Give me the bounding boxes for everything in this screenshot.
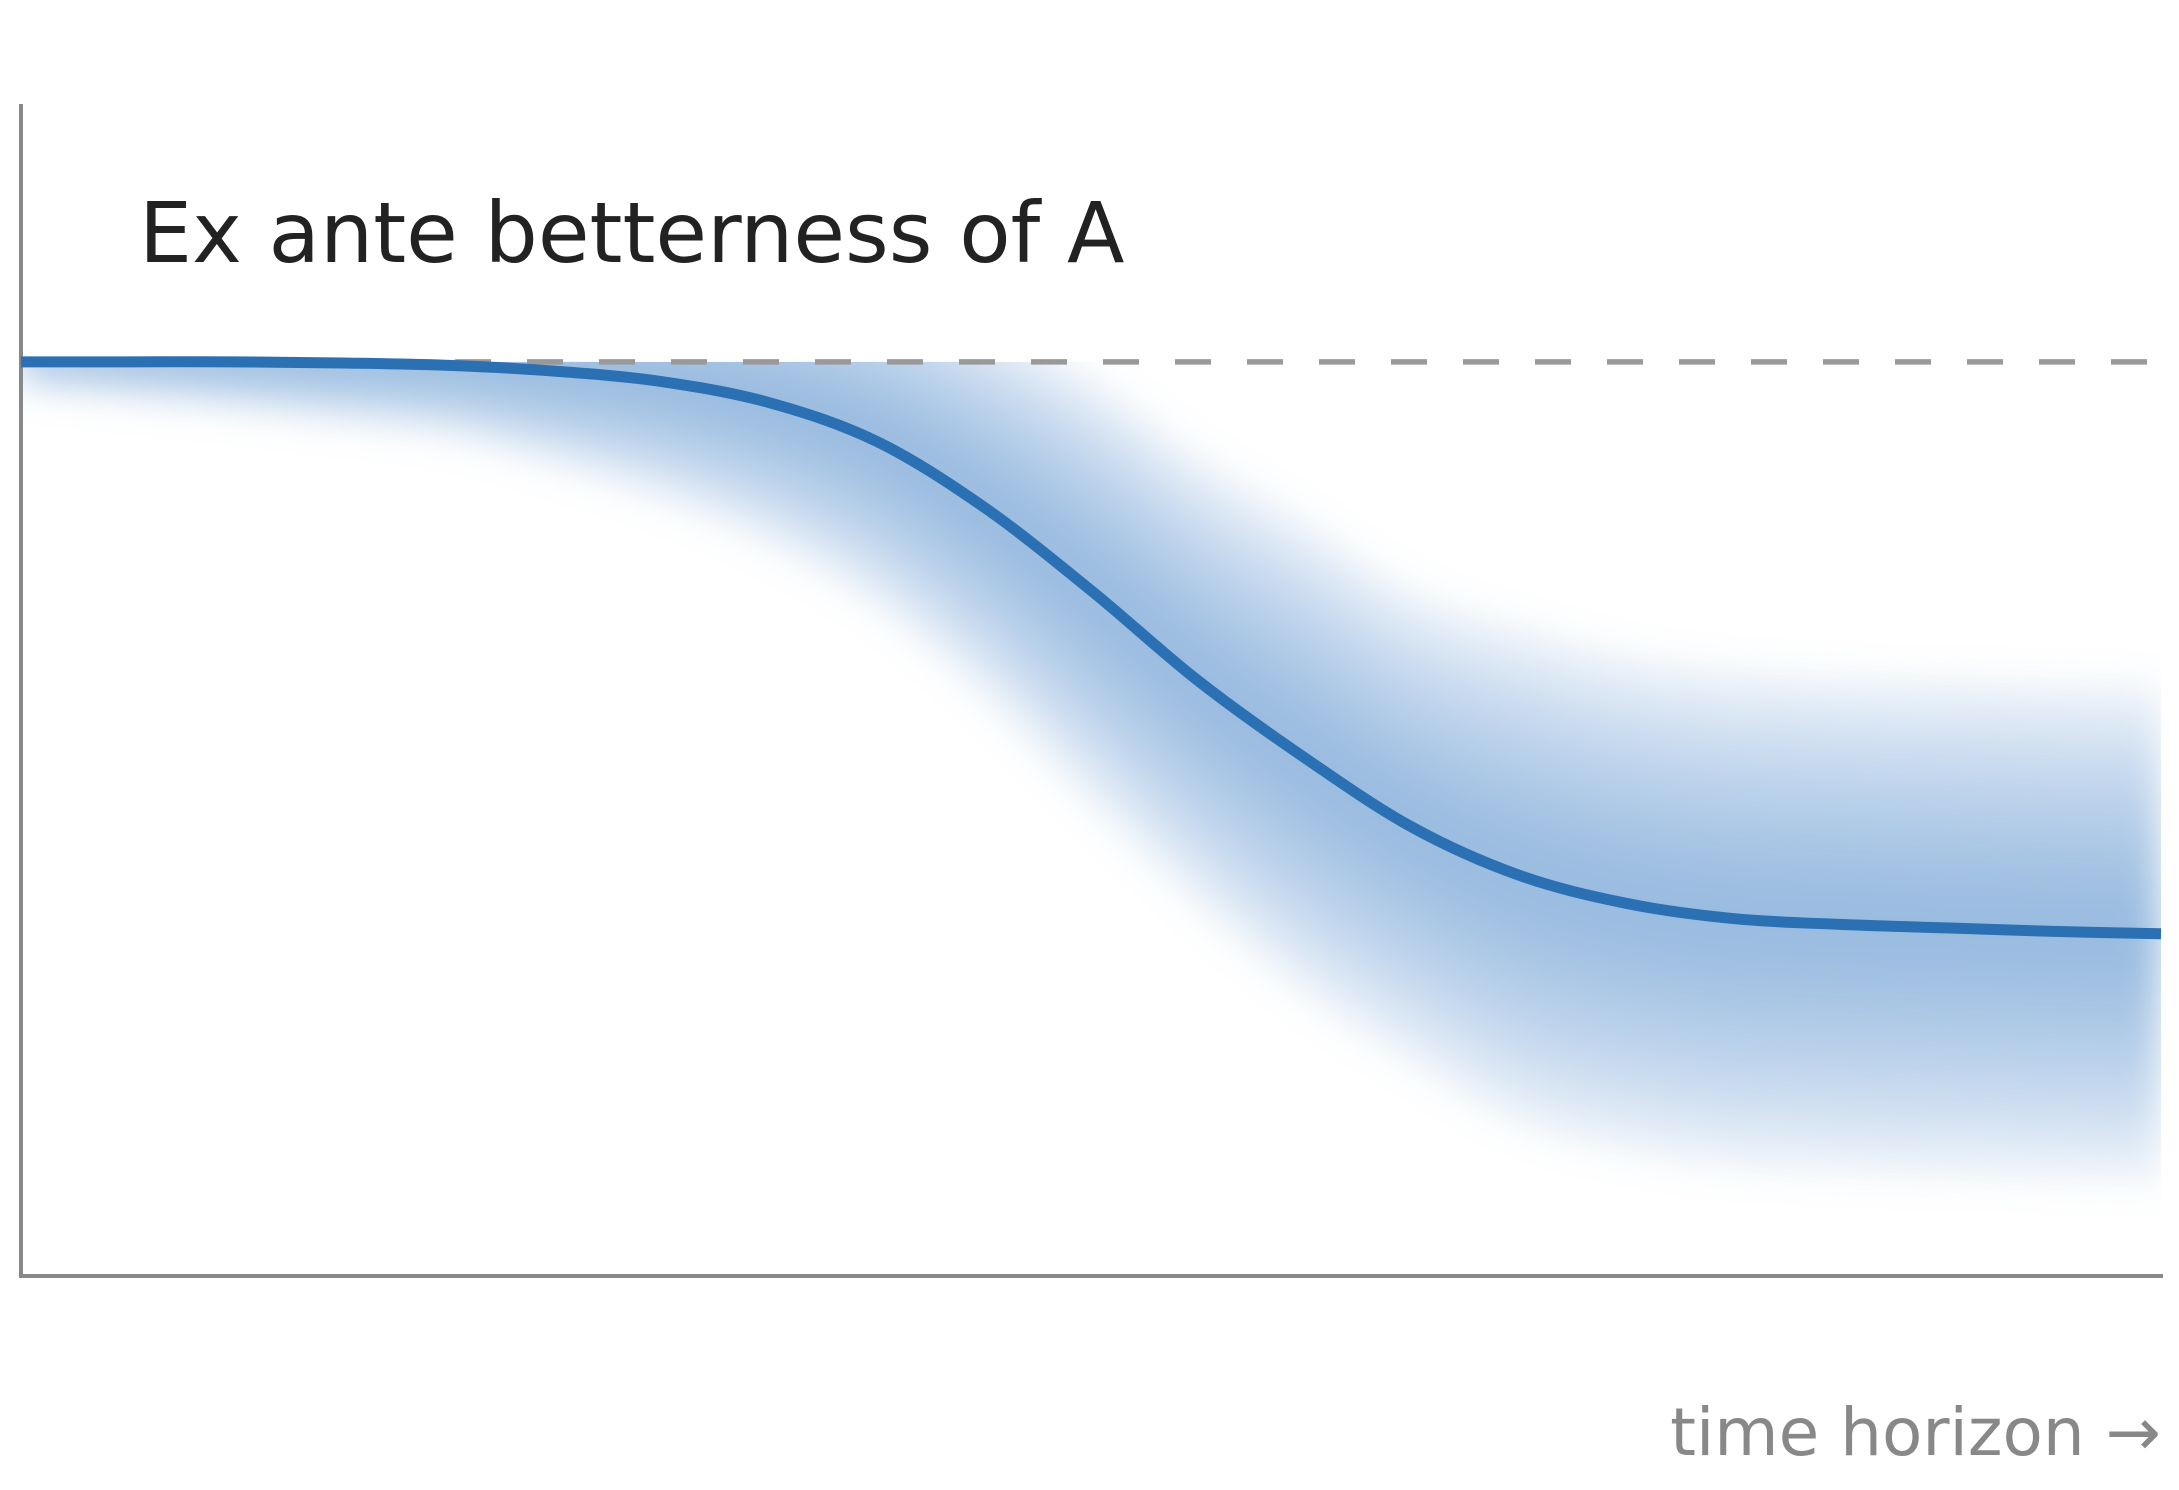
chart-title: Ex ante betterness of A xyxy=(139,184,1124,282)
line xyxy=(21,356,2162,940)
band-layer xyxy=(21,361,2161,1180)
uncertainty-band xyxy=(21,361,2161,1180)
x-axis-label: time horizon → xyxy=(1670,1394,2161,1471)
